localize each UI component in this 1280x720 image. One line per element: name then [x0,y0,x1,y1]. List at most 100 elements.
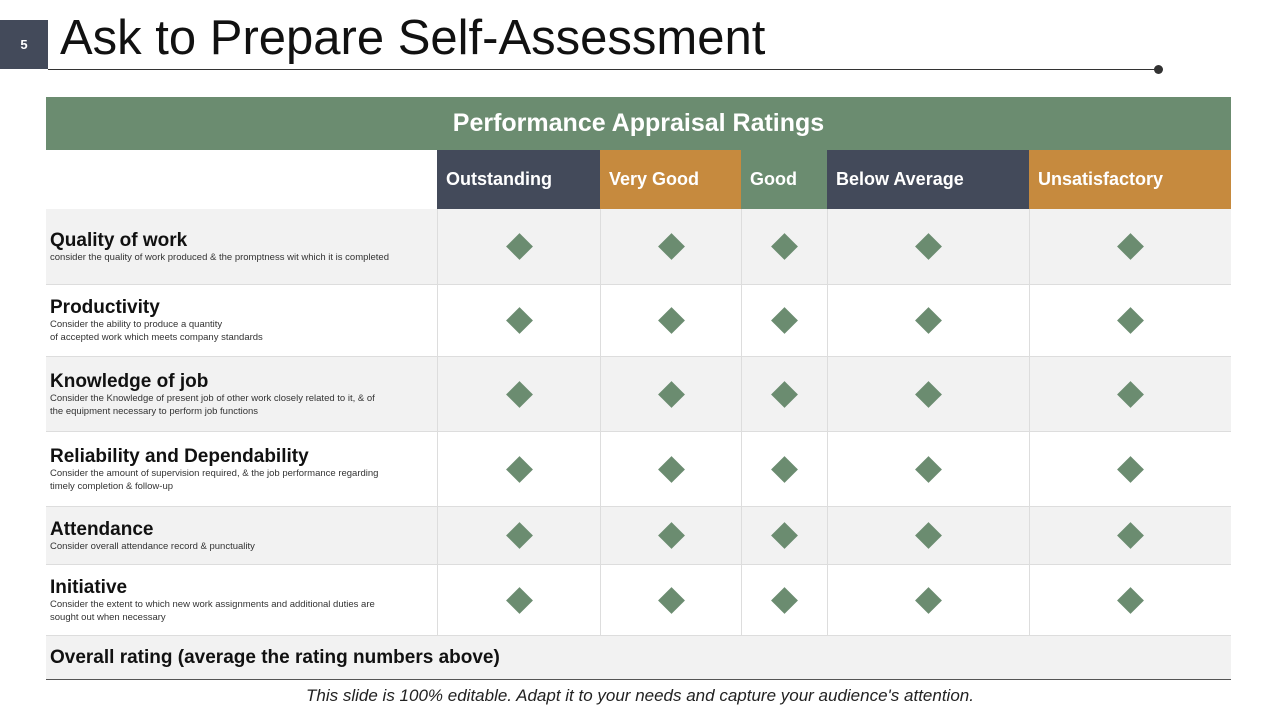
rating-cell[interactable] [1029,209,1231,284]
criterion-description: Consider the amount of supervision requi… [50,467,379,492]
diamond-icon [771,586,798,614]
diamond-icon [771,455,798,483]
rating-cell[interactable] [1029,565,1231,635]
diamond-icon [915,233,942,260]
slide-number: 5 [0,20,48,69]
title-underline [48,69,1158,70]
diamond-icon [771,233,798,260]
rating-cell[interactable] [1029,432,1231,506]
criterion-cell: Attendance Consider overall attendance re… [46,507,437,564]
diamond-icon [915,307,942,334]
criterion-description: Consider overall attendance record & pun… [50,540,255,552]
table-body: Quality of work consider the quality of w… [46,209,1231,636]
rating-cell[interactable] [741,357,827,431]
criterion-cell: Initiative Consider the extent to which n… [46,565,437,635]
criterion-name: Productivity [50,297,160,318]
criterion-description: Consider the Knowledge of present job of… [50,392,375,417]
diamond-icon [1117,455,1144,483]
diamond-icon [1117,307,1144,334]
criterion-name: Reliability and Dependability [50,445,309,467]
rating-cell[interactable] [600,565,741,635]
diamond-icon [505,522,533,549]
diamond-icon [771,522,798,549]
rating-cell[interactable] [827,432,1029,506]
diamond-icon [657,586,685,614]
rating-cell[interactable] [437,565,600,635]
criterion-cell: Productivity Consider the ability to prod… [46,285,437,356]
appraisal-table: Performance Appraisal Ratings Outstandin… [46,97,1231,680]
diamond-icon [505,455,533,483]
rating-cell[interactable] [600,285,741,356]
criterion-name: Initiative [50,576,128,598]
table-row: Quality of work consider the quality of w… [46,209,1231,285]
rating-cell[interactable] [827,209,1029,284]
criterion-cell: Reliability and Dependability Consider th… [46,432,437,506]
rating-cell[interactable] [741,507,827,564]
diamond-icon [1117,380,1144,408]
column-header-below-average: Below Average [827,150,1029,209]
table-row: Reliability and Dependability Consider th… [46,432,1231,507]
title-underline-dot [1154,65,1163,74]
rating-cell[interactable] [827,357,1029,431]
rating-cell[interactable] [600,432,741,506]
column-header-very-good: Very Good [600,150,741,209]
diamond-icon [505,233,533,260]
table-row: Knowledge of job Consider the Knowledge o… [46,357,1231,432]
rating-cell[interactable] [437,432,600,506]
diamond-icon [657,380,685,408]
rating-cell[interactable] [827,507,1029,564]
rating-cell[interactable] [600,209,741,284]
table-header-blank [46,150,437,209]
diamond-icon [657,307,685,334]
table-row: Attendance Consider overall attendance re… [46,507,1231,565]
criterion-description: Consider the ability to produce a quanti… [50,319,263,343]
diamond-icon [915,586,942,614]
column-header-unsatisfactory: Unsatisfactory [1029,150,1231,209]
criterion-name: Knowledge of job [50,370,209,392]
rating-cell[interactable] [437,357,600,431]
overall-rating-row: Overall rating (average the rating numbe… [46,636,1231,680]
diamond-icon [771,307,798,334]
diamond-icon [505,307,533,334]
rating-cell[interactable] [741,432,827,506]
rating-cell[interactable] [827,285,1029,356]
rating-cell[interactable] [1029,285,1231,356]
criterion-cell: Knowledge of job Consider the Knowledge o… [46,357,437,431]
overall-rating-label: Overall rating (average the rating numbe… [50,646,500,668]
criterion-cell: Quality of work consider the quality of w… [46,209,437,284]
diamond-icon [915,522,942,549]
rating-cell[interactable] [1029,507,1231,564]
table-banner: Performance Appraisal Ratings [46,97,1231,150]
criterion-name: Quality of work [50,229,188,251]
table-row: Productivity Consider the ability to prod… [46,285,1231,357]
diamond-icon [505,380,533,408]
column-header-outstanding: Outstanding [437,150,600,209]
diamond-icon [1117,233,1144,260]
diamond-icon [657,455,685,483]
criterion-name: Attendance [50,518,154,540]
page-title: Ask to Prepare Self-Assessment [60,11,766,65]
rating-cell[interactable] [1029,357,1231,431]
footer-note: This slide is 100% editable. Adapt it to… [306,686,974,705]
diamond-icon [505,586,533,614]
rating-cell[interactable] [741,209,827,284]
criterion-description: consider the quality of work produced & … [50,251,389,263]
rating-cell[interactable] [600,357,741,431]
rating-cell[interactable] [437,209,600,284]
criterion-description: Consider the extent to which new work as… [50,598,375,623]
diamond-icon [657,233,685,260]
rating-cell[interactable] [437,285,600,356]
rating-cell[interactable] [741,285,827,356]
diamond-icon [771,380,798,408]
rating-cell[interactable] [741,565,827,635]
rating-cell[interactable] [600,507,741,564]
diamond-icon [1117,586,1144,614]
rating-cell[interactable] [437,507,600,564]
column-header-good: Good [741,150,827,209]
diamond-icon [915,455,942,483]
table-row: Initiative Consider the extent to which n… [46,565,1231,636]
diamond-icon [1117,522,1144,549]
rating-cell[interactable] [827,565,1029,635]
diamond-icon [657,522,685,549]
table-header-row: Outstanding Very Good Good Below Average Uns… [46,150,1231,209]
